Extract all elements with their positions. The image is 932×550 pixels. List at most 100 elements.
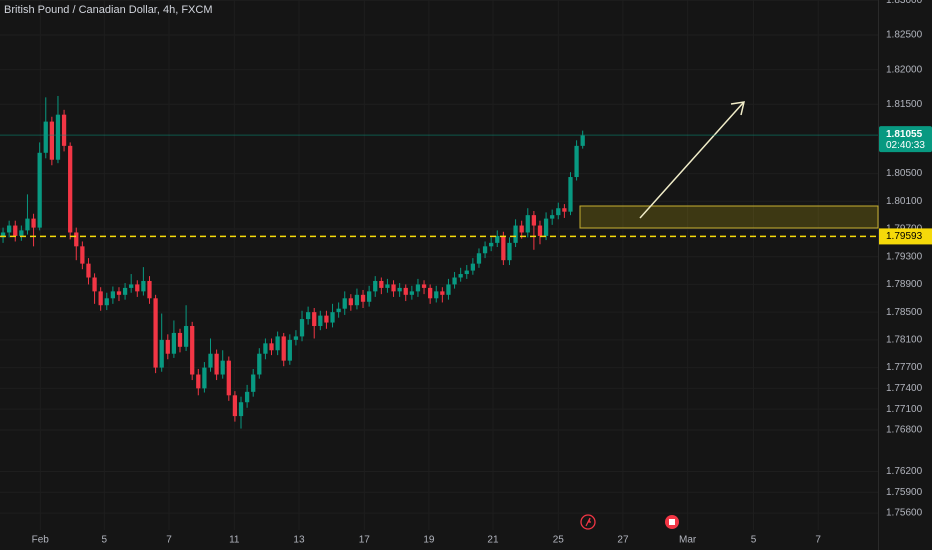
- x-tick-label: 27: [617, 535, 629, 546]
- x-tick-label: 19: [423, 535, 435, 546]
- candle-body: [501, 235, 506, 261]
- last-price-bg: [879, 126, 932, 153]
- candle-body: [55, 114, 61, 160]
- candle-body: [556, 208, 561, 216]
- candle-body: [507, 242, 512, 261]
- candle-body: [147, 280, 152, 299]
- y-tick-label: 1.83000: [886, 0, 923, 6]
- y-tick-label: 1.76200: [886, 466, 923, 477]
- candle-body: [43, 121, 48, 153]
- candle-body: [196, 374, 201, 389]
- candle-body: [367, 291, 372, 302]
- candle-body: [574, 145, 579, 178]
- candle-body: [409, 291, 414, 295]
- x-tick-label: 5: [102, 535, 108, 546]
- candle-body: [324, 315, 329, 323]
- candle-body: [190, 326, 195, 375]
- candle-body: [470, 263, 475, 271]
- x-tick-label: 21: [487, 535, 499, 546]
- candle-body: [305, 312, 311, 320]
- candle-body: [550, 215, 555, 219]
- candle-body: [159, 339, 164, 368]
- x-tick-label: 17: [359, 535, 371, 546]
- x-tick-label: 5: [751, 535, 757, 546]
- y-tick-label: 1.80100: [886, 196, 923, 207]
- candle-body: [428, 287, 433, 299]
- candle-body: [257, 353, 262, 375]
- candle-body: [269, 343, 274, 351]
- candle-body: [49, 121, 54, 160]
- x-tick-label: Mar: [679, 535, 697, 546]
- candle-body: [61, 114, 67, 146]
- candle-body: [354, 294, 360, 306]
- grid: [878, 0, 879, 550]
- candle-body: [104, 298, 109, 306]
- candle-body: [452, 277, 457, 285]
- candle-body: [415, 284, 421, 292]
- candle-body: [391, 284, 396, 292]
- candle-body: [116, 291, 122, 295]
- candle-body: [464, 270, 469, 275]
- x-tick-label: 13: [293, 535, 305, 546]
- x-tick-label: 11: [229, 535, 240, 546]
- candle-body: [110, 291, 116, 299]
- x-tick-label: Feb: [32, 535, 50, 546]
- y-tick-label: 1.81500: [886, 99, 923, 110]
- candle-body: [336, 308, 341, 313]
- candle-body: [74, 232, 79, 247]
- candle-body: [13, 225, 18, 236]
- candle-body: [135, 284, 140, 292]
- candle-body: [489, 242, 494, 247]
- candle-body: [568, 177, 573, 212]
- y-tick-label: 1.75600: [886, 508, 923, 519]
- candle-body: [434, 291, 439, 299]
- candle-body: [348, 298, 353, 306]
- replay-icon[interactable]: [580, 514, 596, 530]
- y-tick-label: 1.78900: [886, 279, 923, 290]
- countdown: 02:40:33: [886, 140, 925, 151]
- candle-body: [476, 253, 482, 264]
- candle-body: [446, 284, 451, 295]
- candle-body: [141, 280, 146, 292]
- candle-body: [373, 280, 378, 292]
- candle-body: [543, 218, 549, 236]
- candle-body: [318, 315, 323, 327]
- flag-icon[interactable]: [665, 515, 679, 529]
- candle-body: [293, 336, 299, 340]
- arrow: [639, 102, 744, 219]
- candle-body: [330, 312, 335, 323]
- x-tick-label: 25: [553, 535, 565, 546]
- arrow-head: [730, 101, 745, 116]
- candle-body: [263, 343, 268, 354]
- candle-body: [495, 235, 500, 243]
- candle-body: [129, 284, 134, 288]
- last-price-label: 1.81055: [886, 129, 923, 140]
- candle-body: [244, 391, 250, 403]
- candle-body: [537, 225, 543, 236]
- candle-body: [312, 312, 317, 327]
- candles: [0, 95, 878, 429]
- candle-body: [403, 287, 408, 295]
- candle-body: [171, 332, 177, 354]
- y-tick-label: 1.82000: [886, 64, 923, 75]
- candle-body: [92, 277, 97, 292]
- candle-body: [0, 232, 6, 238]
- candle-body: [299, 319, 305, 337]
- candle-body: [342, 298, 347, 309]
- candle-body: [122, 287, 128, 295]
- y-tick-label: 1.77700: [886, 362, 923, 373]
- y-tick-label: 1.80500: [886, 168, 923, 179]
- candle-body: [7, 225, 12, 233]
- candle-body: [202, 367, 207, 389]
- candle-body: [232, 395, 238, 417]
- candle-body: [183, 326, 189, 347]
- candle-body: [531, 215, 537, 226]
- chart-title: British Pound / Canadian Dollar, 4h, FXC…: [4, 4, 213, 16]
- price-axis: 1.83000 1.82500 1.82000 1.81500 1.80500 1.801…: [32, 0, 932, 546]
- candle-body: [31, 218, 36, 228]
- y-tick-label: 1.77400: [886, 383, 923, 394]
- y-tick-label: 1.76800: [886, 425, 923, 436]
- candle-body: [385, 284, 390, 288]
